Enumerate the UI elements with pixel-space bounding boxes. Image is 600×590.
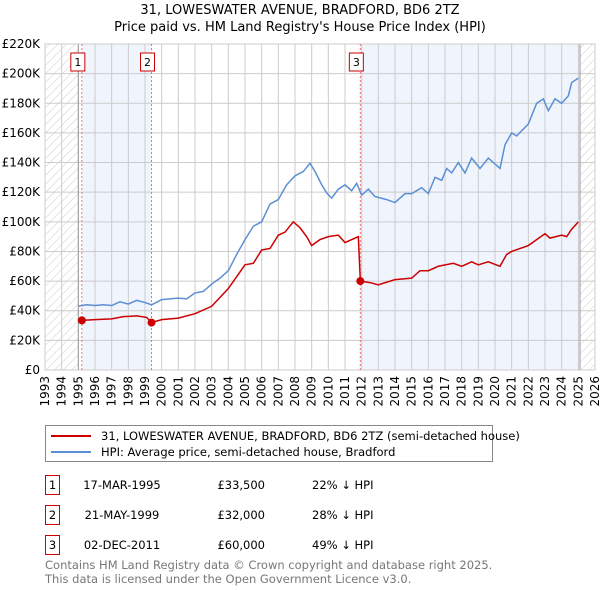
footer-line: This data is licensed under the Open Gov… (45, 572, 412, 586)
y-tick-label: £0 (25, 363, 40, 377)
sale-label: 1 (74, 56, 81, 69)
x-tick-label: 2009 (305, 376, 319, 407)
x-tick-label: 2018 (455, 376, 469, 407)
table-row: 3 02-DEC-2011 £60,000 49% ↓ HPI (45, 535, 445, 555)
x-tick-label: 2014 (388, 376, 402, 407)
x-tick-label: 2005 (238, 376, 252, 407)
x-tick-label: 1999 (138, 376, 152, 407)
hatched-region (580, 44, 595, 370)
x-tick-label: 2004 (221, 376, 235, 407)
y-tick-label: £20K (9, 333, 41, 347)
x-tick-label: 2022 (521, 376, 535, 407)
x-tick-label: 2003 (205, 376, 219, 407)
x-tick-label: 2013 (371, 376, 385, 407)
sale-hpi-diff: 22% ↓ HPI (312, 478, 374, 492)
legend-item-property: 31, LOWESWATER AVENUE, BRADFORD, BD6 2TZ… (51, 428, 520, 444)
price-paid-line (81, 220, 579, 324)
sale-date: 02-DEC-2011 (83, 538, 161, 552)
chart-title: 31, LOWESWATER AVENUE, BRADFORD, BD6 2TZ (140, 3, 460, 18)
x-tick-label: 1996 (88, 376, 102, 407)
x-tick-label: 2020 (488, 376, 502, 407)
x-tick-label: 2007 (271, 376, 285, 407)
y-tick-label: £200K (2, 67, 42, 81)
sale-date: 21-MAY-1999 (84, 508, 160, 522)
x-tick-label: 2024 (555, 376, 569, 407)
x-tick-label: 1994 (55, 376, 69, 407)
x-tick-label: 2011 (338, 376, 352, 407)
y-tick-label: £180K (2, 96, 42, 110)
y-tick-label: £80K (9, 244, 41, 258)
y-tick-label: £100K (2, 215, 42, 229)
hpi-line (78, 77, 579, 308)
sale-label-box (70, 52, 86, 72)
x-tick-label: 1995 (71, 376, 85, 407)
price-chart: 1993 1994 1995 1996 1997 1998 1999 2000 2001 2002… (2, 37, 600, 407)
sale-number-badge: 2 (45, 505, 60, 525)
sale-label: 2 (144, 56, 151, 69)
sale-price: £32,000 (217, 508, 265, 522)
x-tick-label: 2012 (355, 376, 369, 407)
sale-date: 17-MAR-1995 (83, 478, 161, 492)
sale-price: £60,000 (217, 538, 265, 552)
sale-hpi-diff: 49% ↓ HPI (312, 538, 374, 552)
sale-number-badge: 3 (45, 535, 60, 555)
y-tick-label: £220K (2, 37, 42, 51)
x-tick-label: 2021 (505, 376, 519, 407)
x-tick-label: 2025 (571, 376, 585, 407)
y-tick-label: £40K (9, 304, 41, 318)
sale-price: £33,500 (217, 478, 265, 492)
x-tick-label: 2006 (255, 376, 269, 407)
sale-point (147, 318, 156, 327)
sale-number-badge: 1 (45, 475, 60, 495)
x-tick-label: 1993 (38, 376, 52, 407)
footer-line: Contains HM Land Registry data © Crown c… (45, 558, 493, 572)
sale-hpi-diff: 28% ↓ HPI (312, 508, 374, 522)
y-tick-label: £140K (2, 156, 42, 170)
legend-swatch-blue (51, 451, 91, 453)
x-tick-label: 1998 (121, 376, 135, 407)
table-row: 1 17-MAR-1995 £33,500 22% ↓ HPI (45, 475, 445, 495)
chart-subtitle: Price paid vs. HM Land Registry's House … (114, 20, 486, 35)
sale-point (77, 316, 86, 325)
y-tick-label: £160K (2, 126, 42, 140)
plot-border (44, 43, 596, 371)
x-tick-label: 1997 (105, 376, 119, 407)
legend-swatch-red (51, 435, 91, 437)
sale-label-box (348, 52, 364, 72)
x-tick-label: 2023 (538, 376, 552, 407)
x-tick-label: 2000 (155, 376, 169, 407)
footer: Contains HM Land Registry data © Crown c… (45, 558, 492, 586)
legend-item-hpi: HPI: Average price, semi-detached house,… (51, 444, 395, 460)
x-tick-label: 2017 (438, 376, 452, 407)
sale-label-box (140, 52, 155, 72)
x-tick-label: 2019 (471, 376, 485, 407)
legend-label: 31, LOWESWATER AVENUE, BRADFORD, BD6 2TZ… (101, 429, 520, 443)
table-row: 2 21-MAY-1999 £32,000 28% ↓ HPI (45, 505, 445, 525)
shaded-region (360, 44, 580, 370)
x-tick-label: 2026 (588, 376, 600, 407)
shaded-region (81, 44, 152, 370)
x-tick-label: 2016 (421, 376, 435, 407)
x-tick-label: 2001 (171, 376, 185, 407)
x-tick-label: 2008 (288, 376, 302, 407)
sale-point (356, 277, 365, 286)
x-tick-label: 2015 (405, 376, 419, 407)
x-tick-label: 2010 (321, 376, 335, 407)
y-tick-label: £60K (9, 274, 41, 288)
y-tick-label: £120K (2, 185, 42, 199)
legend: 31, LOWESWATER AVENUE, BRADFORD, BD6 2TZ… (45, 425, 520, 462)
sale-label: 3 (353, 56, 360, 69)
legend-label: HPI: Average price, semi-detached house,… (101, 445, 396, 459)
x-tick-label: 2002 (188, 376, 202, 407)
